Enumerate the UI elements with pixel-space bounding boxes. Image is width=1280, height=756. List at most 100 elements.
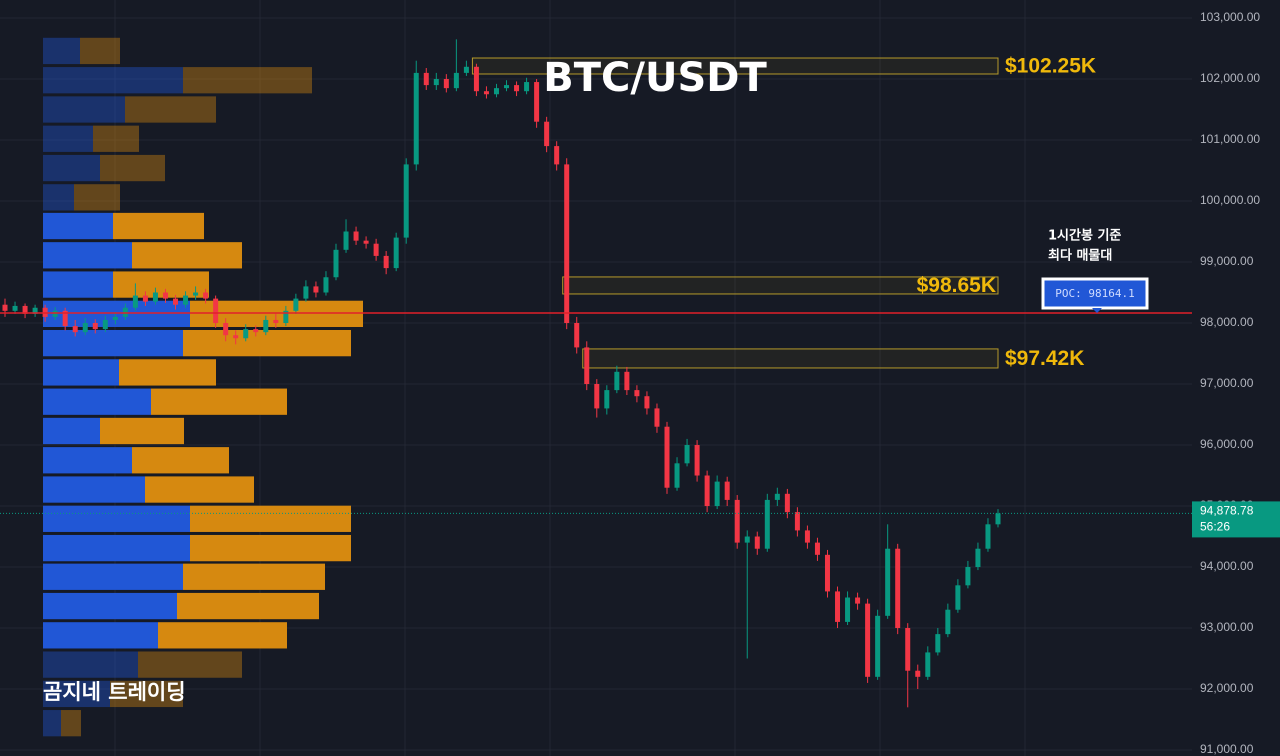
candle-body [544, 121, 550, 147]
buy-volume-bar [43, 447, 132, 474]
candle-body [915, 670, 921, 677]
candle-body [794, 512, 800, 531]
candle-body [935, 634, 941, 653]
candle-body [604, 390, 610, 409]
buy-volume-bar [43, 505, 190, 532]
candle-body [865, 603, 871, 677]
candle-body [664, 426, 670, 488]
candle-body [203, 292, 209, 299]
candle-body [534, 82, 540, 122]
buy-volume-bar [43, 37, 80, 65]
candle-body [824, 554, 830, 592]
candle-body [433, 78, 439, 86]
buy-volume-bar [43, 592, 177, 620]
candle-body [463, 66, 469, 73]
candle-body [835, 591, 841, 622]
sell-volume-bar [183, 563, 325, 590]
candle-body [142, 295, 148, 302]
candle-body [383, 255, 389, 269]
candle-body [323, 277, 329, 293]
y-tick-label: 93,000.00 [1200, 620, 1254, 634]
candle-body [734, 499, 740, 543]
candle-body [273, 319, 279, 324]
buy-volume-bar [43, 710, 61, 737]
candle-body [644, 396, 650, 409]
candle-body [694, 445, 700, 476]
candle-body [554, 146, 560, 165]
candle-body [905, 628, 911, 671]
buy-volume-bar [43, 534, 190, 562]
candle-body [72, 326, 78, 333]
candle-body [975, 548, 981, 568]
candle-body [514, 85, 520, 92]
candle-body [483, 91, 489, 95]
sell-volume-bar [158, 622, 287, 649]
candle-body [22, 305, 28, 314]
candle-body [112, 316, 118, 320]
candle-body [92, 323, 98, 330]
candle-body [213, 298, 219, 324]
candle-body [62, 310, 68, 327]
candle-body [564, 164, 570, 324]
candle-body [724, 481, 730, 500]
candle-body [233, 335, 239, 339]
candle-body [132, 295, 138, 308]
buy-volume-bar [43, 563, 183, 590]
sell-volume-bar [100, 417, 184, 445]
candle-body [885, 548, 891, 616]
zone-label: $98.65K [917, 274, 996, 297]
candle-body [373, 243, 379, 256]
buy-volume-bar [43, 242, 132, 269]
sell-volume-bar [145, 476, 254, 503]
y-tick-label: 101,000.00 [1200, 132, 1260, 146]
y-tick-label: 96,000.00 [1200, 437, 1254, 451]
zone-box [582, 348, 999, 369]
candle-body [283, 310, 289, 324]
candle-body [223, 323, 229, 336]
candle-body [12, 305, 18, 311]
buy-volume-bar [43, 212, 113, 240]
candle-body [674, 463, 680, 488]
candle-body [584, 347, 590, 385]
watermark: 곰지네 트레이딩 [43, 680, 186, 704]
sell-volume-bar [190, 505, 351, 532]
y-tick-label: 100,000.00 [1200, 193, 1260, 207]
sell-volume-bar [80, 37, 120, 65]
candle-body [193, 292, 199, 296]
y-tick-label: 94,000.00 [1200, 559, 1254, 573]
candle-body [574, 323, 580, 348]
last-price-box [1192, 501, 1280, 538]
candle-body [333, 249, 339, 278]
buy-volume-bar [43, 96, 125, 123]
candle-body [453, 72, 459, 89]
poc-note: 1시간봉 기준 [1048, 228, 1121, 244]
buy-volume-bar [43, 680, 110, 708]
buy-volume-bar [43, 417, 100, 445]
buy-volume-bar [43, 651, 138, 678]
poc-note: 최다 매물대 [1048, 248, 1112, 264]
candle-body [985, 524, 991, 549]
sell-volume-bar [74, 184, 120, 211]
candle-body [684, 445, 690, 464]
candle-body [493, 88, 499, 95]
candle-body [343, 231, 349, 250]
candle-body [443, 78, 449, 89]
candle-body [754, 536, 760, 549]
y-tick-label: 99,000.00 [1200, 254, 1254, 268]
candle-body [784, 493, 790, 513]
candle-body [634, 390, 640, 397]
candle-body [995, 513, 1001, 525]
candle-body [82, 323, 88, 333]
candle-body [845, 597, 851, 622]
candle-body [253, 329, 259, 333]
poc-pointer [1092, 308, 1102, 313]
candle-body [183, 295, 189, 305]
candle-body [423, 72, 429, 86]
candle-body [814, 542, 820, 555]
candle-body [52, 310, 58, 317]
sell-volume-bar [183, 329, 351, 357]
candle-body [393, 237, 399, 269]
y-tick-label: 103,000.00 [1200, 10, 1260, 24]
